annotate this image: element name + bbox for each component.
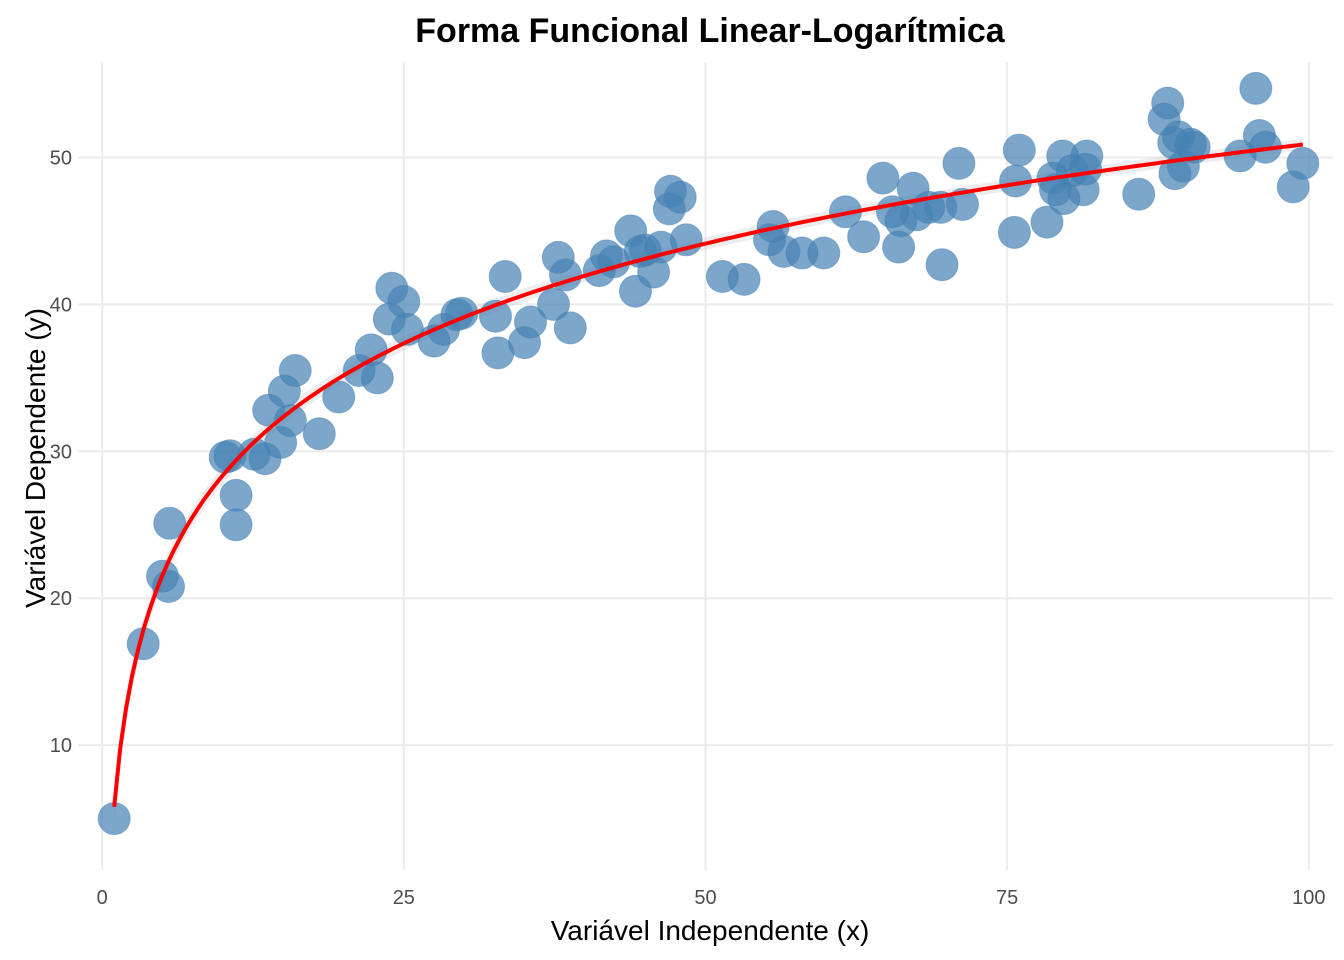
data-point: [387, 285, 421, 318]
y-tick-label: 40: [50, 294, 72, 316]
data-point: [553, 311, 587, 345]
grid-lines: [78, 62, 1333, 870]
data-point: [278, 354, 312, 387]
data-point: [807, 236, 841, 270]
x-tick-label: 25: [393, 887, 415, 909]
data-point: [302, 417, 336, 451]
data-point: [537, 287, 570, 321]
data-point: [942, 146, 976, 180]
fit-line-layer: [112, 142, 1304, 808]
y-tick-label: 20: [50, 588, 72, 610]
data-point: [1070, 139, 1104, 173]
data-point: [514, 305, 547, 339]
data-point: [866, 161, 900, 195]
data-point: [925, 248, 959, 282]
data-point: [488, 260, 522, 293]
data-point: [997, 215, 1031, 249]
data-point: [1122, 177, 1156, 211]
chart-title: Forma Funcional Linear-Logarítmica: [415, 12, 1006, 50]
data-point: [97, 802, 131, 836]
y-axis-title: Variável Dependente (y): [20, 308, 51, 608]
y-tick-label: 50: [50, 147, 72, 169]
data-point: [1286, 146, 1320, 180]
data-point: [1151, 86, 1185, 120]
x-tick-label: 50: [694, 887, 716, 909]
y-tick-label: 10: [50, 735, 72, 757]
x-tick-label: 75: [996, 887, 1018, 909]
data-point: [727, 262, 761, 296]
data-point: [322, 380, 356, 414]
data-point: [153, 506, 187, 540]
y-axis-ticks: 10 20 30 40 50: [50, 147, 72, 757]
x-tick-label: 0: [97, 887, 108, 909]
y-tick-label: 30: [50, 441, 72, 463]
data-point: [219, 478, 253, 512]
x-tick-label: 100: [1292, 887, 1325, 909]
fit-line: [112, 142, 1304, 808]
x-axis-ticks: 0 25 50 75 100: [97, 887, 1326, 909]
data-point: [1239, 71, 1273, 105]
data-point: [1030, 205, 1064, 239]
data-point: [663, 180, 697, 214]
data-point: [847, 220, 881, 254]
data-point: [360, 361, 394, 395]
data-point: [219, 508, 253, 542]
data-point: [273, 404, 307, 437]
data-point: [1002, 133, 1036, 167]
x-axis-title: Variável Independente (x): [551, 915, 870, 946]
data-point: [946, 188, 979, 221]
